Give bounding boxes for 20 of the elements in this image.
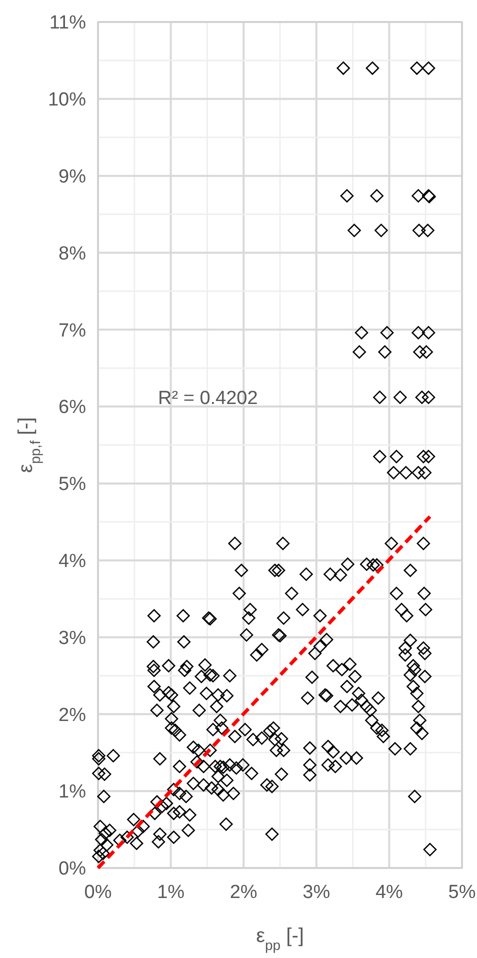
x-axis-title: ε$_{pp}$ [-] [256,925,304,953]
y-tick-label: 8% [58,243,86,264]
annotation: R² = 0.4202 [158,388,258,409]
y-tick-label: 1% [58,782,86,803]
x-tick-label: 0% [84,882,112,903]
y-tick-label: 2% [58,704,86,726]
x-tick-label: 5% [448,882,476,903]
y-tick-label: 9% [58,166,86,188]
y-tick-label: 11% [49,12,86,34]
y-tick-label: 4% [58,551,86,572]
y-tick-label: 5% [58,474,86,496]
x-tick-label: 3% [302,882,330,903]
y-tick-label: 3% [58,628,86,649]
y-tick-label: 6% [58,397,86,418]
y-tick-label: 10% [48,90,86,111]
y-tick-label: 7% [58,320,86,342]
x-tick-label: 1% [157,882,185,903]
x-tick-label: 4% [375,882,404,903]
x-tick-label: 2% [230,882,258,903]
y-tick-label: 0% [58,858,86,880]
